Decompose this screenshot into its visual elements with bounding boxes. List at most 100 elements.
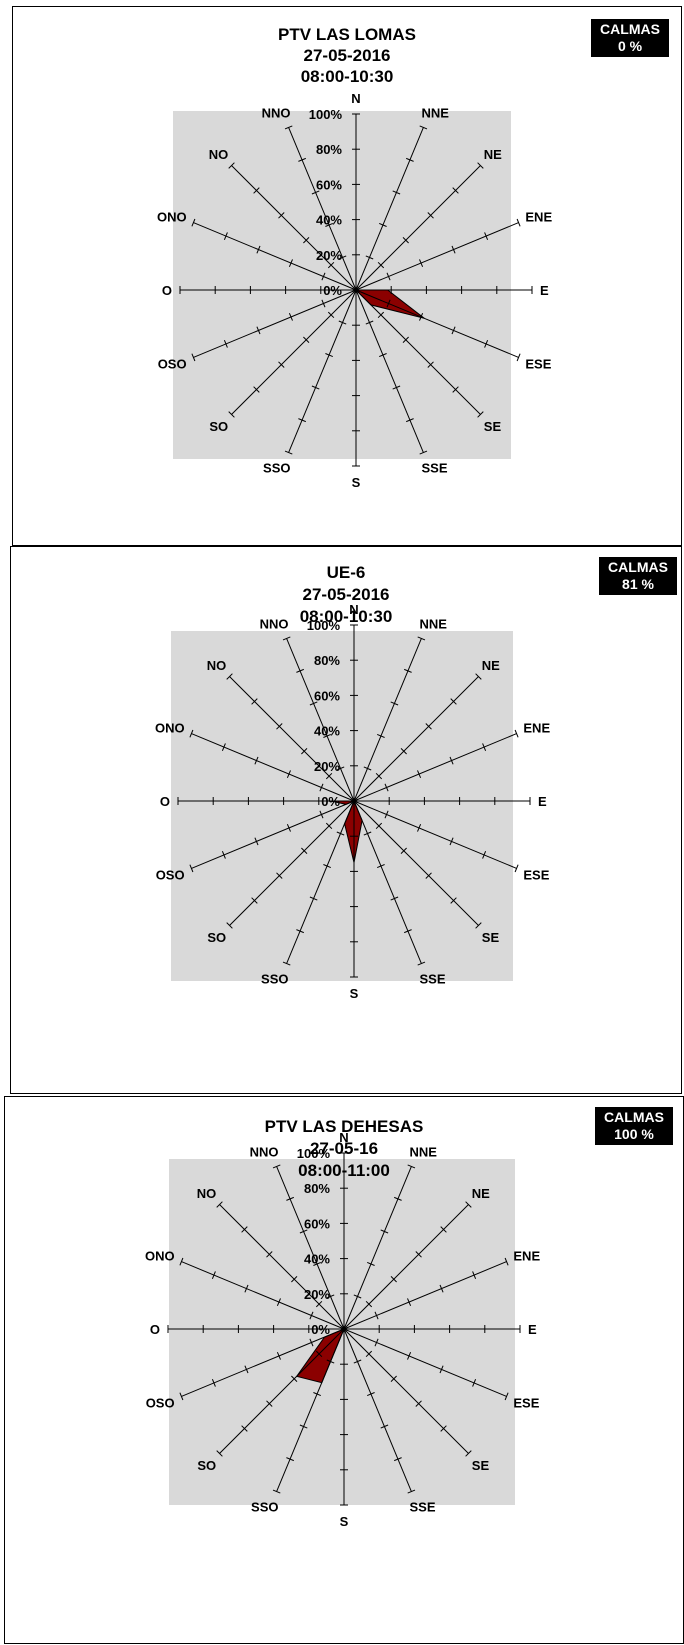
spoke-nne: [353, 638, 422, 802]
tick-mark: [386, 299, 391, 308]
tick-mark: [253, 386, 260, 393]
tick-mark: [377, 311, 385, 319]
direction-label-ene: ENE: [523, 721, 550, 736]
direction-label-sse: SSE: [420, 971, 446, 986]
calmas-value: 0 %: [617, 38, 643, 54]
tick-mark: [315, 1300, 323, 1308]
wind-rose-chart-3: N NNE NE ENE E ESE SE SSE S SSO SO OSO O ONO NO NNO 0% 20…: [145, 1130, 540, 1529]
tick-mark: [254, 837, 259, 846]
tick-mark: [313, 1392, 321, 1397]
tick-mark: [427, 212, 434, 219]
direction-label-no: NO: [207, 658, 227, 673]
tick-mark: [482, 851, 487, 859]
tick-mark: [251, 897, 258, 904]
tick-mark: [303, 237, 310, 244]
tick-mark: [286, 1457, 294, 1462]
direction-label-ne: NE: [484, 147, 502, 162]
tick-mark: [221, 743, 226, 751]
tick-mark: [284, 450, 293, 455]
tick-mark: [179, 1392, 184, 1401]
tick-mark: [299, 1229, 308, 1234]
direction-label-nno: NNO: [262, 106, 291, 121]
radial-tick-label: 20%: [314, 759, 340, 774]
spoke-sse: [355, 289, 424, 453]
tick-mark: [298, 418, 306, 423]
tick-mark: [377, 733, 385, 738]
tick-mark: [386, 272, 391, 281]
tick-mark: [309, 1311, 314, 1320]
spoke-no: [229, 676, 355, 802]
tick-mark: [323, 864, 331, 869]
direction-label-n: N: [339, 1130, 348, 1145]
radial-tick-label: 60%: [314, 688, 340, 703]
tick-mark: [241, 1226, 248, 1233]
direction-label-o: O: [160, 794, 170, 809]
tick-mark: [449, 837, 454, 846]
tick-mark: [415, 1400, 422, 1407]
tick-mark: [477, 411, 484, 418]
tick-mark: [282, 636, 291, 641]
direction-label-ese: ESE: [513, 1396, 539, 1411]
direction-label-ono: ONO: [145, 1249, 175, 1264]
tick-mark: [440, 1226, 447, 1233]
tick-mark: [311, 190, 320, 195]
tick-mark: [374, 1311, 379, 1320]
radial-tick-label: 0%: [321, 794, 340, 809]
tick-mark: [226, 922, 233, 929]
radial-tick-label: 20%: [304, 1287, 330, 1302]
tick-mark: [377, 864, 385, 869]
chart-time: 08:00-10:30: [300, 67, 394, 86]
spoke-sse: [353, 800, 422, 964]
direction-label-o: O: [162, 283, 172, 298]
tick-mark: [392, 190, 401, 195]
tick-mark: [253, 187, 260, 194]
tick-mark: [375, 772, 383, 780]
tick-mark: [504, 1257, 509, 1266]
tick-mark: [272, 1489, 281, 1494]
calmas-badge: CALMAS 0 %: [591, 19, 669, 57]
tick-mark: [301, 748, 308, 755]
radial-tick-label: 80%: [314, 653, 340, 668]
radial-tick-label: 100%: [297, 1146, 331, 1161]
tick-mark: [394, 1196, 402, 1201]
tick-mark: [272, 1164, 281, 1169]
tick-mark: [298, 157, 306, 162]
direction-label-sso: SSO: [251, 1499, 278, 1514]
direction-label-ne: NE: [472, 1186, 490, 1201]
tick-mark: [425, 723, 432, 730]
tick-mark: [286, 824, 291, 832]
tick-mark: [223, 340, 228, 348]
radial-tick-label: 100%: [309, 107, 343, 122]
plot-area: [173, 111, 511, 459]
direction-label-ene: ENE: [513, 1249, 540, 1264]
direction-label-no: NO: [209, 147, 229, 162]
tick-mark: [440, 1425, 447, 1432]
tick-mark: [374, 1338, 379, 1347]
spoke-no: [219, 1204, 345, 1330]
chart-date: 27-05-16: [309, 1139, 379, 1158]
tick-mark: [450, 897, 457, 904]
tick-mark: [315, 1350, 323, 1358]
spoke-ne: [355, 165, 481, 291]
spoke-ene: [355, 222, 519, 291]
tick-mark: [313, 1261, 321, 1266]
tick-mark: [282, 961, 291, 966]
tick-mark: [514, 729, 519, 738]
spoke-ene: [343, 1261, 507, 1330]
tick-mark: [384, 783, 389, 792]
tick-mark: [296, 929, 304, 934]
tick-mark: [309, 1338, 314, 1347]
direction-label-nne: NNE: [410, 1145, 438, 1160]
direction-label-ono: ONO: [157, 210, 187, 225]
tick-mark: [336, 831, 345, 836]
spoke-ne: [343, 1204, 469, 1330]
tick-mark: [284, 125, 293, 130]
direction-label-sso: SSO: [261, 971, 288, 986]
tick-mark: [417, 824, 422, 832]
direction-label-e: E: [528, 1322, 537, 1337]
tick-mark: [365, 1350, 373, 1358]
tick-mark: [450, 698, 457, 705]
tick-mark: [256, 245, 261, 254]
tick-mark: [406, 157, 414, 162]
tick-mark: [404, 668, 412, 673]
